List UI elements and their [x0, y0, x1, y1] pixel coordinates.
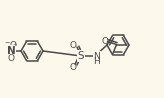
Text: O: O	[101, 37, 108, 46]
Text: O: O	[70, 40, 76, 49]
Text: O: O	[70, 63, 76, 72]
Text: $^{-}$O: $^{-}$O	[4, 39, 18, 49]
Text: $^{+}$: $^{+}$	[12, 41, 18, 50]
Text: H: H	[94, 58, 100, 67]
Text: N: N	[94, 52, 100, 60]
Text: S: S	[78, 51, 84, 61]
Text: O: O	[8, 54, 14, 63]
Text: N: N	[7, 46, 15, 56]
